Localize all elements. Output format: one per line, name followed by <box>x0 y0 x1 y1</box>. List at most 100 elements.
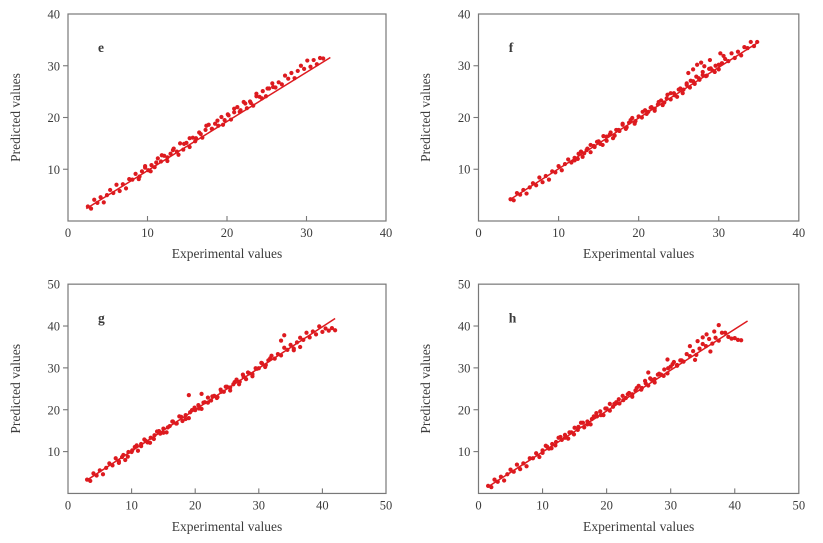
data-point <box>278 353 284 358</box>
fit-line <box>85 56 331 210</box>
data-point <box>286 76 291 81</box>
data-point <box>116 459 121 464</box>
data-point <box>108 187 113 193</box>
data-point <box>580 420 586 425</box>
data-point <box>254 366 259 371</box>
data-point <box>676 87 681 92</box>
x-tick-label: 20 <box>632 226 645 240</box>
data-point <box>215 118 220 123</box>
data-point <box>514 190 520 196</box>
x-tick-label: 10 <box>536 499 549 513</box>
data-point <box>692 81 697 86</box>
data-point <box>666 366 671 371</box>
panel-g: 0 10 20 30 40 50 10 20 30 40 50 Experimental values… <box>0 270 410 543</box>
data-point <box>656 99 661 105</box>
data-point <box>97 468 102 473</box>
data-point <box>485 483 491 489</box>
x-tick-label: 40 <box>728 499 741 513</box>
data-point <box>580 154 585 159</box>
data-point <box>232 110 237 115</box>
data-point <box>751 43 757 49</box>
data-point <box>179 414 184 419</box>
data-point <box>603 406 608 411</box>
data-point <box>704 332 709 337</box>
data-point <box>592 144 597 150</box>
data-point <box>710 341 715 346</box>
data-point <box>598 413 603 418</box>
data-point <box>556 164 561 169</box>
data-point <box>634 385 639 391</box>
data-point <box>85 204 90 209</box>
data-point <box>248 100 253 106</box>
data-point <box>294 340 300 345</box>
data-point <box>123 457 128 463</box>
data-point <box>566 436 571 441</box>
data-point <box>652 106 657 111</box>
data-point <box>186 415 191 421</box>
data-point <box>707 57 713 63</box>
data-point <box>670 361 675 367</box>
data-point <box>745 46 750 51</box>
y-tick-label: 10 <box>458 163 471 177</box>
data-point <box>721 53 726 59</box>
data-point <box>511 469 516 474</box>
data-point <box>699 60 704 65</box>
data-point <box>537 175 542 180</box>
data-point <box>159 153 164 158</box>
data-point <box>148 169 153 174</box>
data-point <box>620 393 625 399</box>
data-point <box>550 169 555 174</box>
data-point <box>702 64 707 69</box>
data-point <box>566 157 571 162</box>
data-point <box>687 85 693 90</box>
data-point <box>707 336 712 342</box>
data-point <box>607 408 612 413</box>
data-point <box>604 134 609 139</box>
data-point <box>219 114 224 120</box>
data-point <box>598 409 603 414</box>
data-point <box>104 465 109 471</box>
data-point <box>668 97 673 102</box>
data-point <box>260 89 265 94</box>
data-point <box>604 138 609 143</box>
data-point <box>546 177 552 182</box>
y-tick-label: 40 <box>458 320 471 334</box>
data-point <box>88 478 93 484</box>
data-point <box>165 425 170 430</box>
data-point <box>739 338 744 343</box>
data-point <box>723 56 728 62</box>
data-point <box>126 449 131 455</box>
y-tick-label: 10 <box>48 445 60 459</box>
data-point <box>304 330 309 335</box>
scatter-chart-e: 0 10 20 30 40 10 20 30 40 Experimental values Pred… <box>8 8 392 262</box>
data-point <box>694 352 699 358</box>
data-point <box>716 67 721 72</box>
data-point <box>111 190 116 196</box>
data-point <box>680 91 685 96</box>
data-point <box>168 151 173 156</box>
data-point <box>127 176 132 182</box>
data-point <box>576 424 581 430</box>
data-point <box>537 454 542 460</box>
data-point <box>540 180 545 185</box>
data-point <box>508 197 513 202</box>
data-point <box>534 451 539 456</box>
x-tick-label: 0 <box>65 226 71 240</box>
data-point <box>259 360 264 365</box>
data-point <box>209 398 214 403</box>
data-point <box>310 329 315 334</box>
data-point <box>624 125 629 130</box>
data-point <box>204 123 209 128</box>
data-point <box>156 428 162 434</box>
data-point <box>288 342 293 347</box>
data-point <box>275 351 280 357</box>
data-point <box>180 418 185 424</box>
data-point <box>668 91 673 96</box>
data-point <box>646 370 651 375</box>
data-point <box>518 192 523 197</box>
x-tick-label: 10 <box>552 226 565 240</box>
plot-border <box>67 283 387 495</box>
data-point <box>198 131 203 137</box>
data-point <box>608 130 613 135</box>
